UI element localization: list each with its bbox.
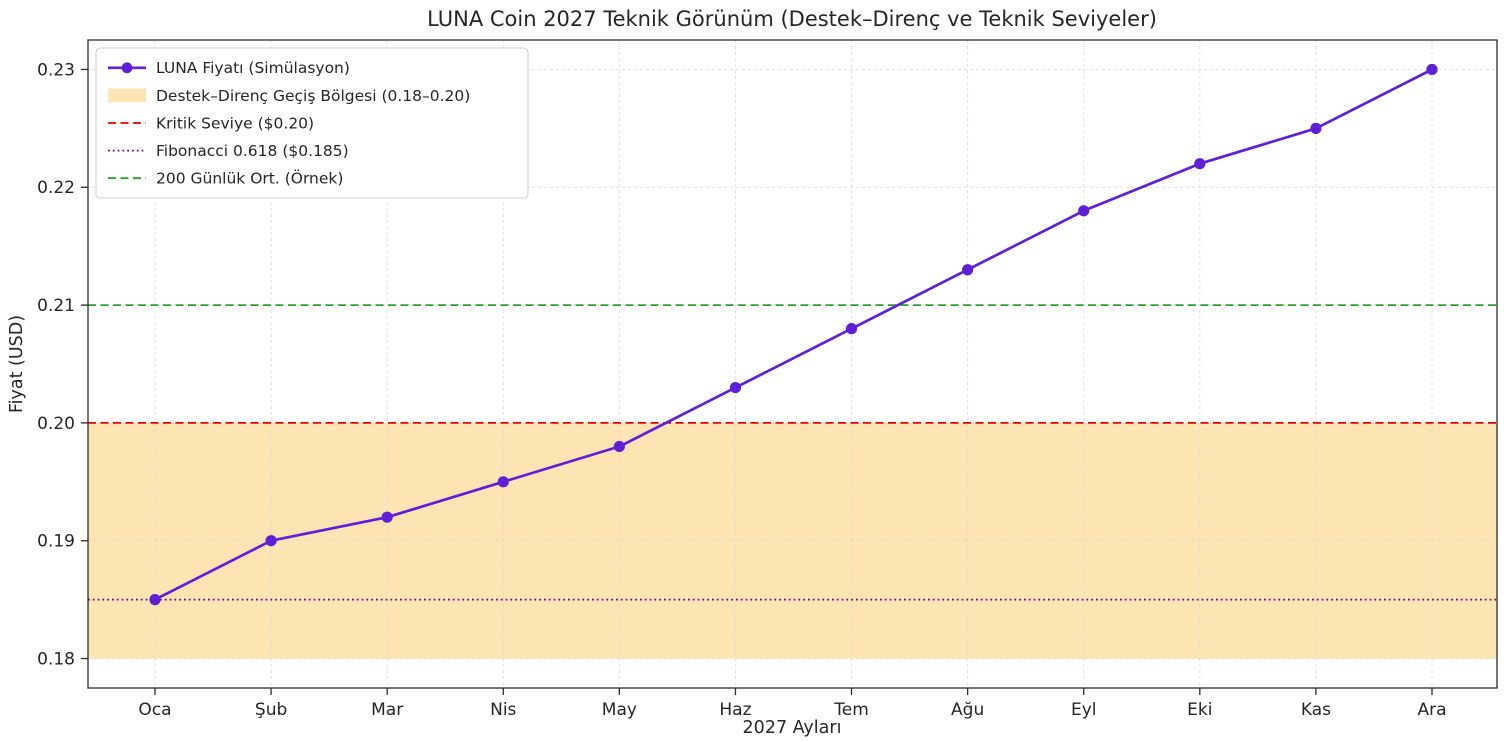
plot-border	[87, 39, 1498, 689]
data-point-marker	[1194, 158, 1206, 170]
hline-layer	[88, 304, 1497, 601]
data-point-marker	[265, 535, 277, 547]
legend-marker-swatch	[121, 62, 133, 74]
x-tick-label: Mar	[371, 700, 403, 720]
y-tick-label: 0.23	[37, 60, 75, 80]
x-tick-label: Tem	[833, 700, 869, 720]
x-tick-label: Şub	[255, 700, 287, 720]
data-point-marker	[845, 323, 858, 335]
data-point-marker	[729, 381, 742, 394]
data-point-marker	[1078, 205, 1090, 217]
x-tick-label: Kas	[1301, 700, 1331, 720]
data-point-marker	[1426, 63, 1438, 76]
axes-layer	[87, 39, 1498, 689]
data-point-marker	[149, 594, 161, 606]
x-tick-label: Haz	[719, 700, 751, 720]
x-axis-label: 2027 Ayları	[743, 718, 842, 738]
chart-title: LUNA Coin 2027 Teknik Görünüm (Destek–Di…	[427, 7, 1157, 31]
x-tick-label: Eyl	[1071, 700, 1097, 720]
legend-box	[95, 47, 529, 199]
data-point-marker	[497, 476, 509, 488]
tick-layer: 0.18 0.19 0.20 0.21 0.22 0.23 Oca Şub Mar Nis May H…	[37, 60, 1446, 720]
data-point-marker	[381, 511, 393, 523]
legend-entry-label: Kritik Seviye ($0.20)	[156, 114, 314, 132]
x-tick-label: Ağu	[951, 700, 984, 720]
x-tick-label: Nis	[490, 700, 516, 720]
legend-band-swatch	[108, 88, 146, 103]
legend-entry-label: Fibonacci 0.618 ($0.185)	[156, 142, 349, 160]
legend: LUNA Fiyatı (Simülasyon) Destek–Direnç Ge…	[95, 47, 529, 199]
data-point-marker	[1310, 122, 1322, 134]
y-tick-label: 0.20	[37, 414, 75, 434]
x-tick-label: Oca	[138, 700, 171, 720]
x-tick-label: Ara	[1417, 700, 1446, 720]
y-tick-label: 0.18	[37, 649, 75, 669]
series-layer	[149, 63, 1438, 606]
data-point-marker	[962, 264, 974, 276]
legend-entry-label: Destek–Direnç Geçiş Bölgesi (0.18–0.20)	[156, 87, 470, 105]
x-tick-label: Eki	[1187, 700, 1212, 720]
y-tick-label: 0.19	[37, 532, 75, 552]
legend-entry-label: 200 Günlük Ort. (Örnek)	[156, 169, 343, 188]
luna-price-line	[153, 68, 1434, 601]
x-tick-label: May	[602, 700, 637, 720]
y-axis-label: Fiyat (USD)	[7, 315, 27, 413]
y-tick-label: 0.21	[37, 296, 75, 316]
data-point-marker	[613, 440, 625, 453]
y-tick-label: 0.22	[37, 178, 75, 198]
legend-entry-label: LUNA Fiyatı (Simülasyon)	[156, 59, 350, 77]
